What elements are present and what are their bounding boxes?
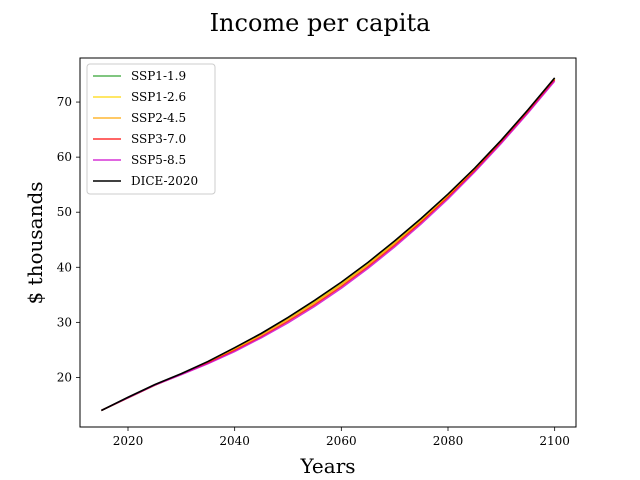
y-tick-label: 30 [57, 315, 72, 329]
series-layer [100, 77, 556, 412]
x-tick-label: 2080 [433, 434, 464, 448]
chart-title: Income per capita [210, 9, 431, 37]
legend: SSP1-1.9 SSP1-2.6 SSP2-4.5 SSP3-7.0 SSP5-8.5… [86, 63, 216, 195]
legend-label-ssp2-4-5: SSP2-4.5 [131, 111, 186, 125]
x-axis: 2020 2040 2060 2080 2100 [113, 427, 570, 448]
x-tick-label: 2100 [539, 434, 570, 448]
legend-label-ssp1-2-6: SSP1-2.6 [131, 90, 186, 104]
series-line-ssp5-8-5 [101, 80, 556, 412]
y-tick-label: 70 [57, 95, 72, 109]
legend-label-ssp5-8-5: SSP5-8.5 [131, 153, 186, 167]
y-axis: 20 30 40 50 60 70 [57, 95, 80, 384]
x-tick-label: 2020 [113, 434, 144, 448]
y-axis-label: $ thousands [23, 181, 47, 304]
y-tick-label: 40 [57, 260, 72, 274]
plot-frame [79, 57, 577, 428]
y-tick-label: 60 [57, 150, 72, 164]
series-line-dice-2020 [100, 77, 556, 412]
x-axis-label: Years [299, 454, 355, 478]
y-tick-label: 20 [57, 370, 72, 384]
legend-label-ssp3-7-0: SSP3-7.0 [131, 132, 186, 146]
legend-label-dice-2020: DICE-2020 [131, 174, 198, 188]
legend-label-ssp1-1-9: SSP1-1.9 [131, 69, 186, 83]
y-tick-label: 50 [57, 205, 72, 219]
x-tick-label: 2040 [219, 434, 250, 448]
x-tick-label: 2060 [326, 434, 357, 448]
